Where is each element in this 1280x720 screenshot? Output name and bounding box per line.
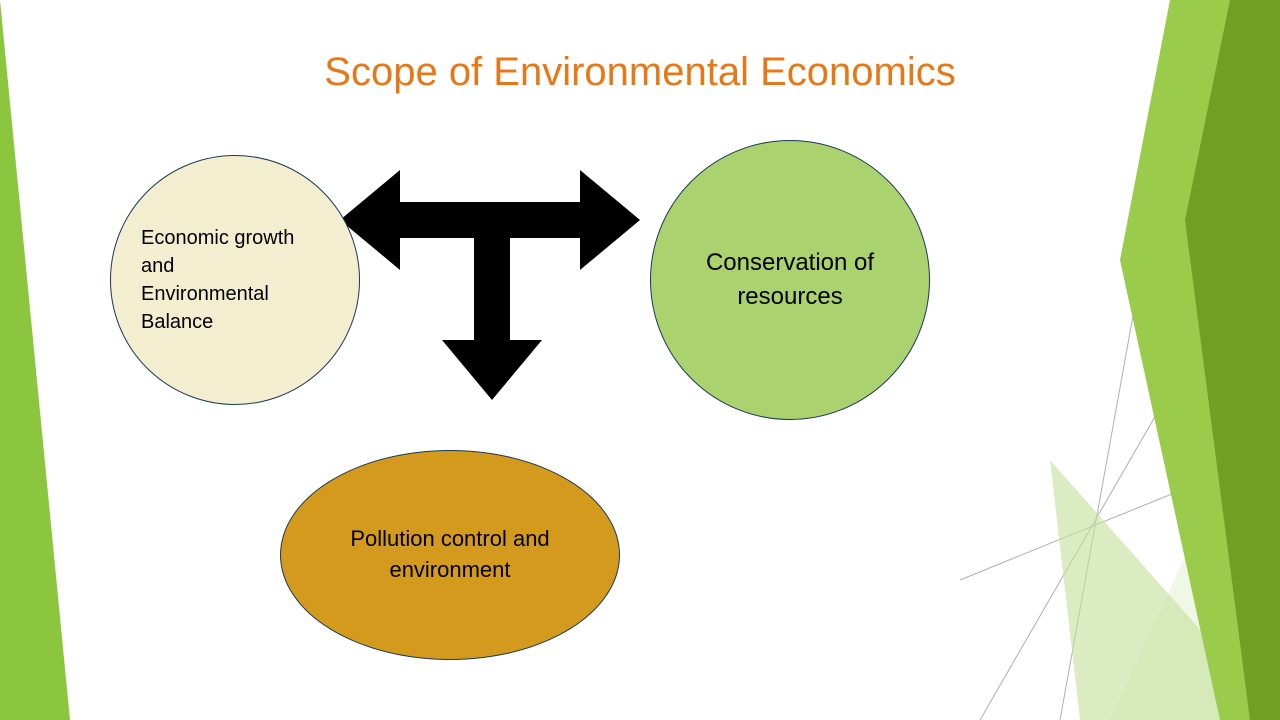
node-conservation-label: Conservation of resources <box>681 246 899 313</box>
slide-title: Scope of Environmental Economics <box>0 50 1280 95</box>
node-pollution-control: Pollution control and environment <box>280 450 620 660</box>
decoration-left-triangle <box>0 0 80 720</box>
node-economic-growth-label: Economic growth and Environmental Balanc… <box>141 224 329 336</box>
node-pollution-control-label: Pollution control and environment <box>311 524 589 586</box>
three-way-arrow-icon <box>340 160 640 400</box>
decoration-right-shapes <box>930 0 1280 720</box>
node-economic-growth: Economic growth and Environmental Balanc… <box>110 155 360 405</box>
node-conservation: Conservation of resources <box>650 140 930 420</box>
